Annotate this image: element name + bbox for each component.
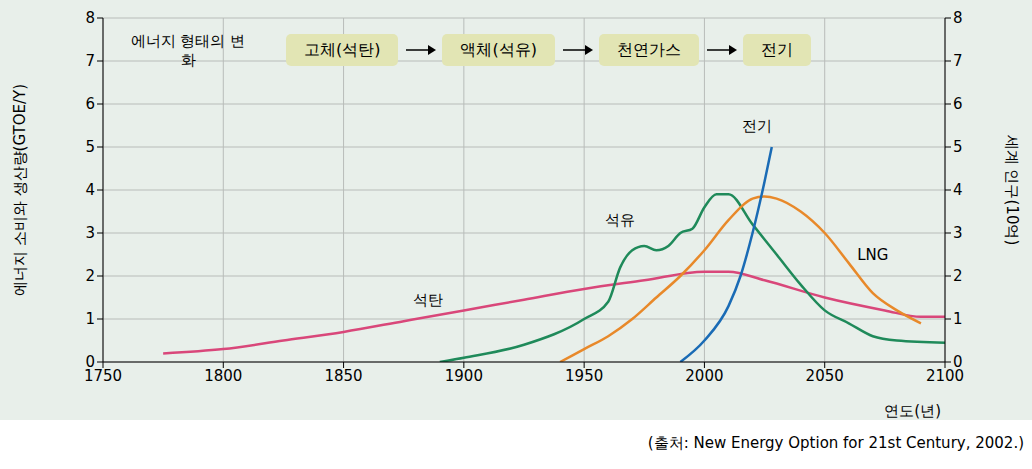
svg-text:0: 0 [85,353,95,371]
svg-text:6: 6 [85,95,95,113]
svg-text:에너지 소비와 생산량(GTOE/Y): 에너지 소비와 생산량(GTOE/Y) [11,84,29,296]
svg-text:5: 5 [85,138,95,156]
svg-text:3: 3 [953,224,963,242]
svg-text:1850: 1850 [324,367,362,385]
svg-text:세계 인구(10억): 세계 인구(10억) [1003,135,1021,246]
html-text:액체(석유): 액체(석유) [460,40,537,59]
svg-text:3: 3 [85,224,95,242]
svg-text:0: 0 [953,353,963,371]
svg-text:석유: 석유 [605,211,635,229]
svg-text:5: 5 [953,138,963,156]
svg-text:1: 1 [85,310,95,328]
html-text:에너지 형태의 변화: 에너지 형태의 변화 [130,32,246,69]
svg-text:2: 2 [953,267,963,285]
html-text:천연가스: 천연가스 [617,40,681,59]
svg-text:2050: 2050 [806,367,844,385]
html-text:(출처: New Energy Option for 21s: (출처: New Energy Option for 21st Century,… [647,434,1024,452]
svg-text:8: 8 [85,9,95,27]
svg-text:7: 7 [85,52,95,70]
svg-text:1900: 1900 [445,367,483,385]
svg-text:석탄: 석탄 [413,291,443,309]
svg-text:4: 4 [85,181,95,199]
svg-text:2000: 2000 [685,367,723,385]
svg-text:1750: 1750 [83,366,123,385]
svg-text:연도(년): 연도(년) [884,402,941,420]
svg-text:6: 6 [953,95,963,113]
svg-text:2: 2 [85,267,95,285]
svg-text:1950: 1950 [565,367,603,385]
html-text:전기: 전기 [761,40,793,59]
svg-text:1800: 1800 [204,367,242,385]
svg-text:2100: 2100 [925,366,965,385]
svg-text:1: 1 [953,310,963,328]
svg-text:전기: 전기 [742,117,772,135]
html-text:고체(석탄): 고체(석탄) [304,40,381,59]
svg-text:8: 8 [953,9,963,27]
svg-text:4: 4 [953,181,963,199]
svg-text:7: 7 [953,52,963,70]
svg-text:LNG: LNG [857,246,888,264]
